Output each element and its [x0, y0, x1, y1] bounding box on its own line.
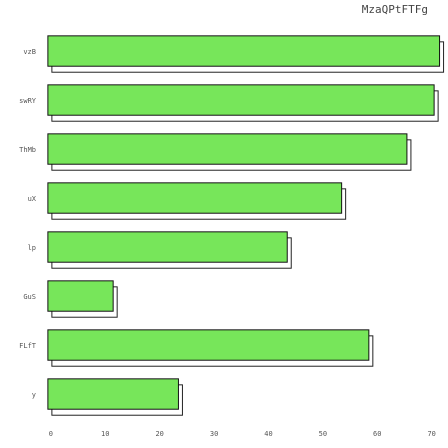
x-tick-label: 30 [210, 430, 218, 438]
y-tick-label: swRY [19, 97, 37, 105]
x-tick-label: 40 [264, 430, 272, 438]
bar-swRY [47, 84, 435, 116]
y-tick-label: lp [28, 244, 36, 252]
x-tick-label: 60 [373, 430, 381, 438]
chart-title: MzaQPtFTFg [361, 3, 428, 16]
bar-GuS [47, 280, 114, 312]
y-tick-label: vzB [23, 48, 36, 56]
bar-lp [47, 231, 288, 263]
x-tick-label: 20 [155, 430, 163, 438]
bar-vzB [47, 35, 441, 67]
y-tick-label: FLfT [19, 342, 37, 350]
bar-FLfT [47, 329, 370, 361]
y-tick-label: y [32, 391, 36, 399]
x-tick-label: 10 [101, 430, 109, 438]
y-tick-label: ThMb [19, 146, 36, 154]
x-tick-label: 0 [49, 430, 53, 438]
bar-uX [47, 182, 343, 214]
bar-ThMb [47, 133, 408, 165]
y-tick-label: GuS [23, 293, 36, 301]
x-tick-label: 50 [319, 430, 327, 438]
y-tick-label: uX [28, 195, 37, 203]
bar-y [47, 378, 179, 410]
x-tick-label: 70 [427, 430, 435, 438]
